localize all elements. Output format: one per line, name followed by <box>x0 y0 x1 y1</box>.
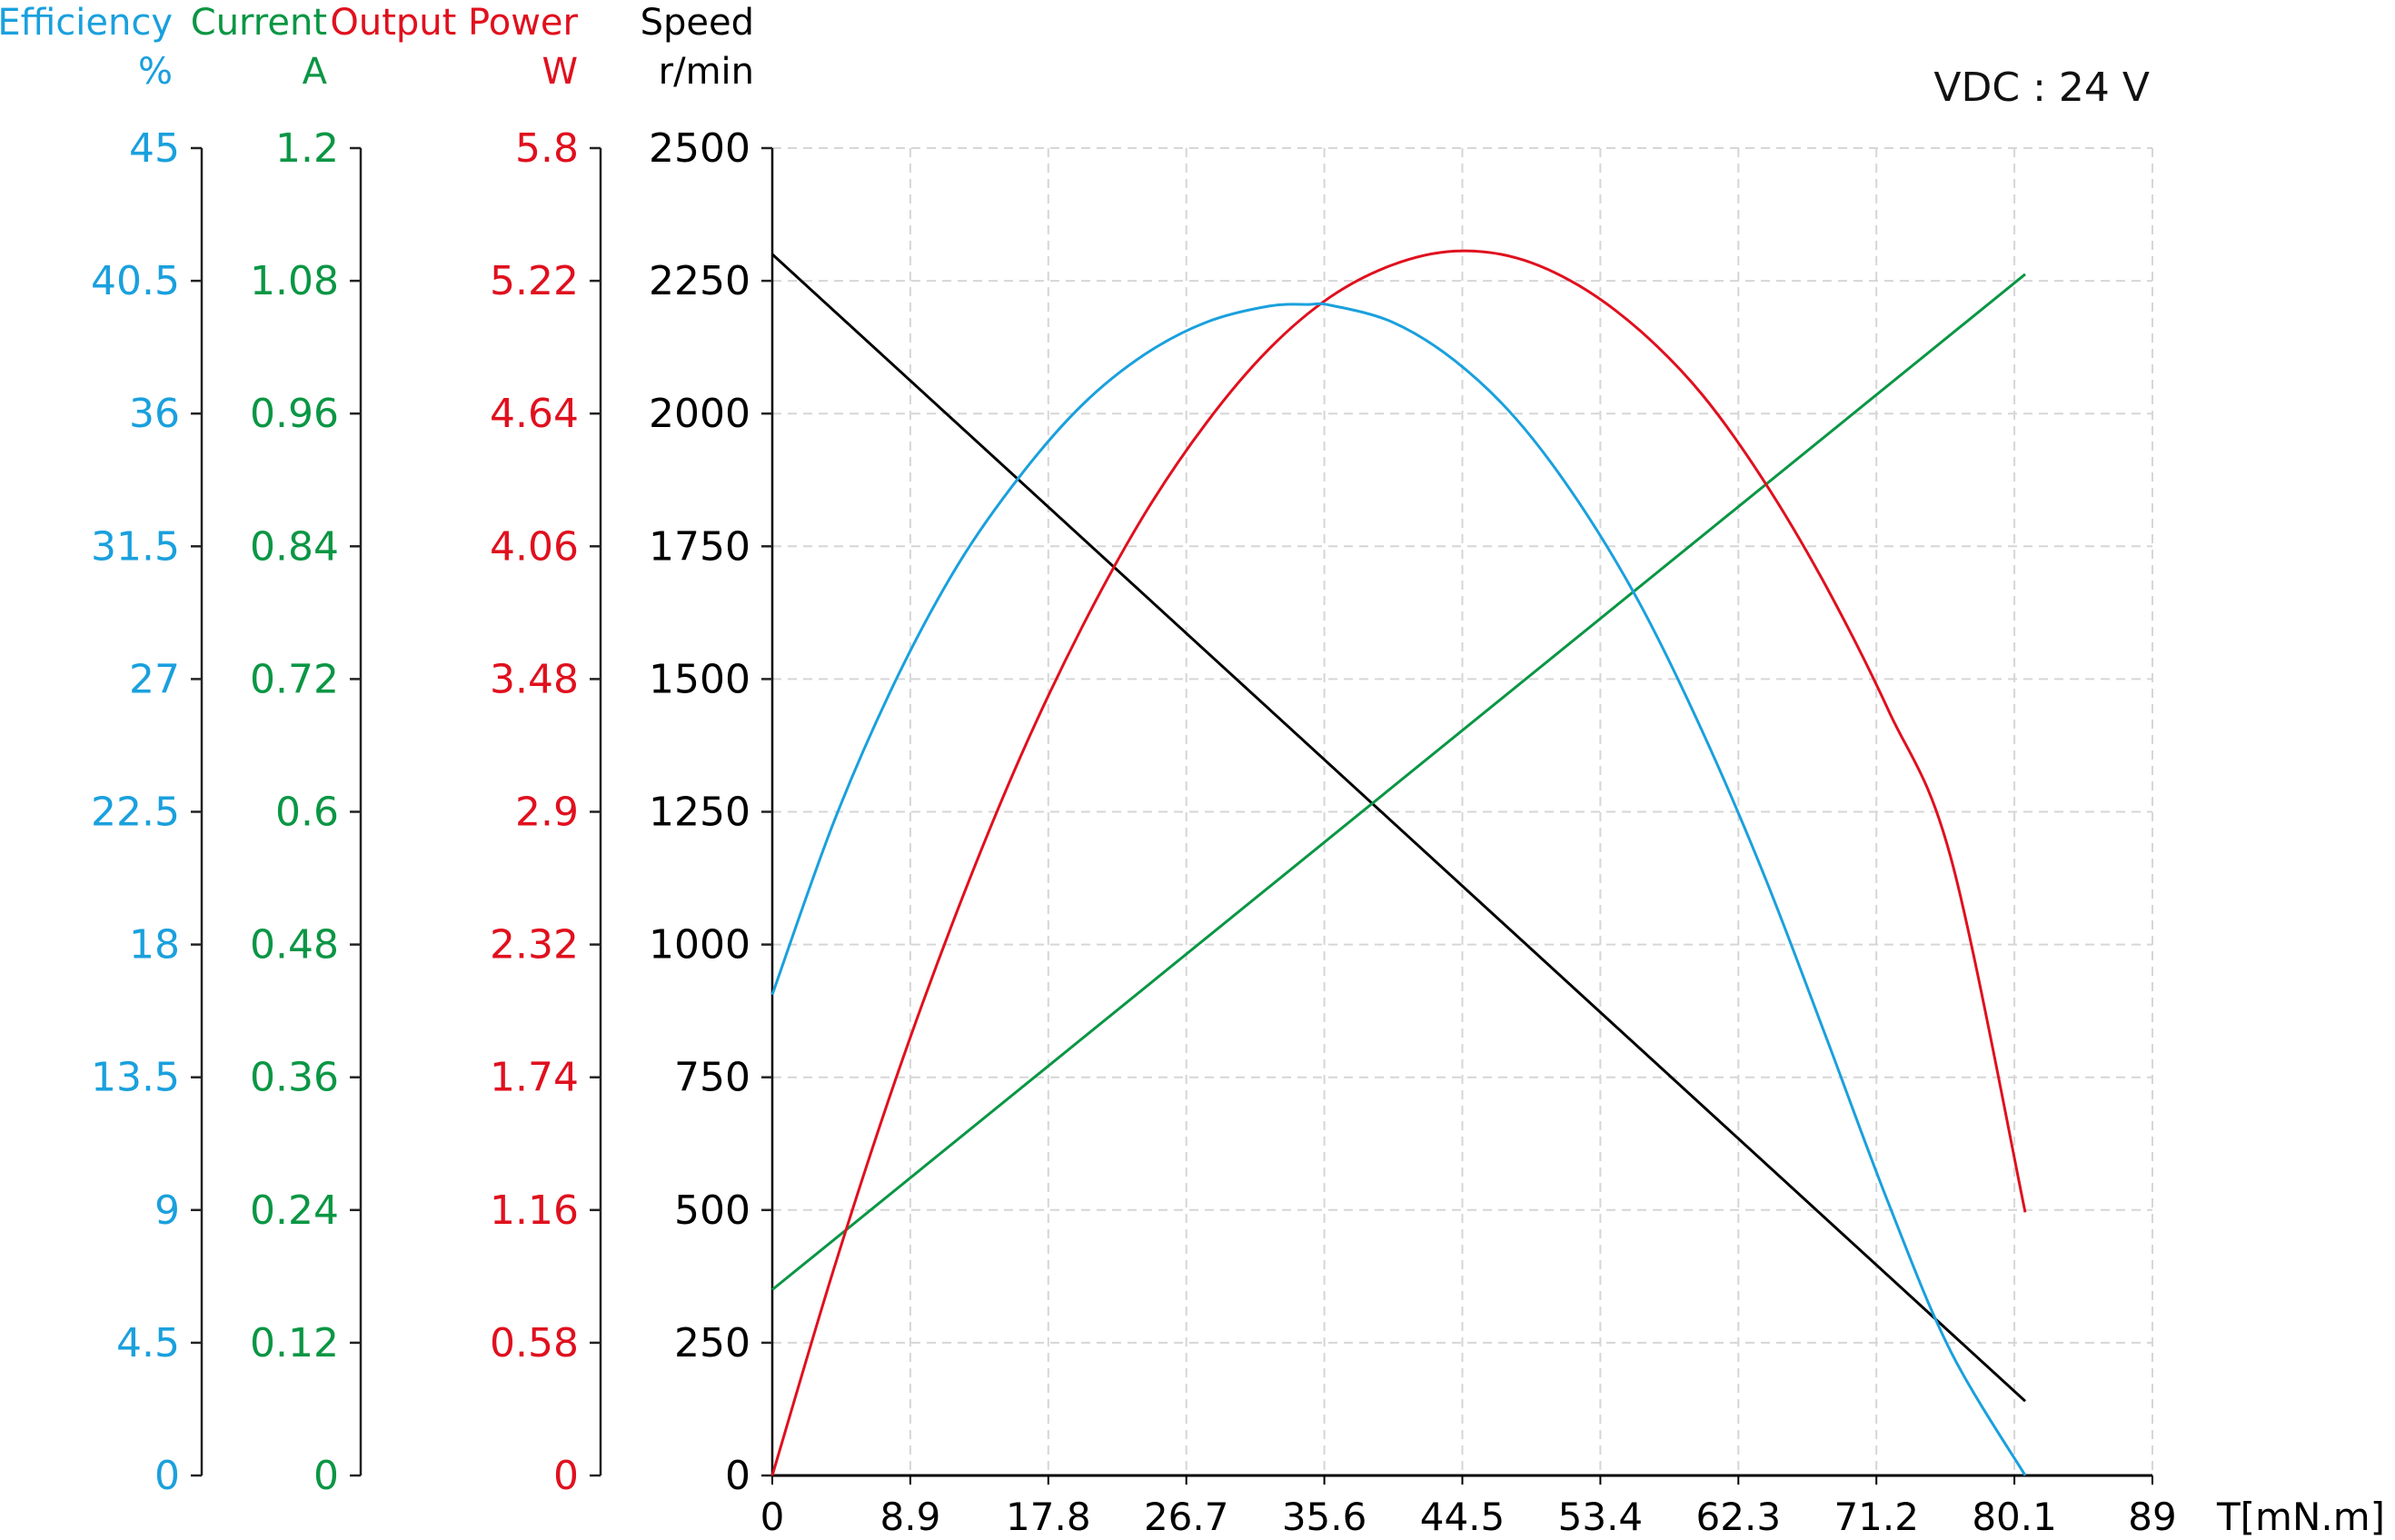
power-tick-label: 4.06 <box>490 523 579 570</box>
speed-curve <box>770 253 2027 1403</box>
axes-layer <box>191 146 2153 1485</box>
current-tick-label: 0.24 <box>250 1187 339 1234</box>
x-tick-label: 35.6 <box>1282 1495 1367 1539</box>
speed-tick-label: 500 <box>674 1187 750 1234</box>
speed-tick-label: 2500 <box>649 125 750 172</box>
current-tick-label: 0.48 <box>250 922 339 969</box>
speed-tick-label: 750 <box>674 1055 750 1101</box>
efficiency-tick-label: 31.5 <box>91 523 180 570</box>
efficiency-axis-title: Efficiency <box>0 2 173 44</box>
power-tick-label: 1.16 <box>490 1187 579 1234</box>
speed-axis-unit: r/min <box>659 51 754 93</box>
efficiency-axis-unit: % <box>138 51 173 93</box>
output-power-curve <box>770 249 2027 1476</box>
x-tick-label: 44.5 <box>1420 1495 1506 1539</box>
speed-tick-label: 1500 <box>649 656 750 702</box>
current-axis-title: Current <box>191 2 327 44</box>
current-tick-label: 0.96 <box>250 391 339 437</box>
current-tick-label: 0.12 <box>250 1320 339 1366</box>
efficiency-tick-label: 36 <box>129 391 180 437</box>
current-axis-unit: A <box>303 51 328 93</box>
speed-tick-label: 2250 <box>649 258 750 304</box>
power-tick-label: 2.9 <box>515 790 579 836</box>
x-tick-label: 26.7 <box>1144 1495 1229 1539</box>
power-axis-unit: W <box>542 51 578 93</box>
x-tick-label: 71.2 <box>1834 1495 1919 1539</box>
efficiency-tick-label: 13.5 <box>91 1055 180 1101</box>
power-tick-label: 1.74 <box>490 1055 579 1101</box>
efficiency-curve <box>770 302 2027 1476</box>
power-axis-title: Output Power <box>330 2 578 44</box>
power-tick-label: 0 <box>553 1453 579 1499</box>
x-tick-label: 80.1 <box>1972 1495 2057 1539</box>
power-tick-label: 5.8 <box>515 125 579 172</box>
current-tick-label: 0.36 <box>250 1055 339 1101</box>
x-axis-label: T[mN.m] <box>2216 1495 2385 1539</box>
efficiency-tick-label: 27 <box>129 656 180 702</box>
power-tick-label: 4.64 <box>490 391 579 437</box>
speed-tick-label: 1000 <box>649 922 750 969</box>
current-tick-label: 0.84 <box>250 523 339 570</box>
current-tick-label: 1.2 <box>275 125 339 172</box>
x-tick-label: 0 <box>760 1495 785 1539</box>
x-tick-label: 89 <box>2128 1495 2176 1539</box>
speed-axis-title: Speed <box>641 2 754 44</box>
power-tick-label: 5.22 <box>490 258 579 304</box>
speed-tick-label: 2000 <box>649 391 750 437</box>
chart-annotation: VDC : 24 V <box>1933 65 2150 111</box>
speed-tick-label: 0 <box>725 1453 750 1499</box>
current-tick-label: 1.08 <box>250 258 339 304</box>
efficiency-tick-label: 4.5 <box>116 1320 180 1366</box>
x-tick-label: 62.3 <box>1696 1495 1782 1539</box>
power-tick-label: 0.58 <box>490 1320 579 1366</box>
speed-tick-label: 1250 <box>649 790 750 836</box>
speed-tick-label: 1750 <box>649 523 750 570</box>
efficiency-tick-label: 0 <box>154 1453 180 1499</box>
efficiency-tick-label: 40.5 <box>91 258 180 304</box>
current-tick-label: 0 <box>313 1453 339 1499</box>
efficiency-tick-label: 9 <box>154 1187 180 1234</box>
efficiency-tick-label: 18 <box>129 922 180 969</box>
x-tick-label: 17.8 <box>1006 1495 1091 1539</box>
current-curve <box>771 273 2026 1291</box>
efficiency-tick-label: 22.5 <box>91 790 180 836</box>
speed-tick-label: 250 <box>674 1320 750 1366</box>
series-layer <box>770 249 2027 1476</box>
efficiency-tick-label: 45 <box>129 125 180 172</box>
current-tick-label: 0.72 <box>250 656 339 702</box>
grid-layer <box>772 147 2153 1475</box>
x-tick-label: 53.4 <box>1558 1495 1644 1539</box>
power-tick-label: 3.48 <box>490 656 579 702</box>
current-tick-label: 0.6 <box>275 790 339 836</box>
power-tick-label: 2.32 <box>490 922 579 969</box>
x-tick-label: 8.9 <box>880 1495 941 1539</box>
